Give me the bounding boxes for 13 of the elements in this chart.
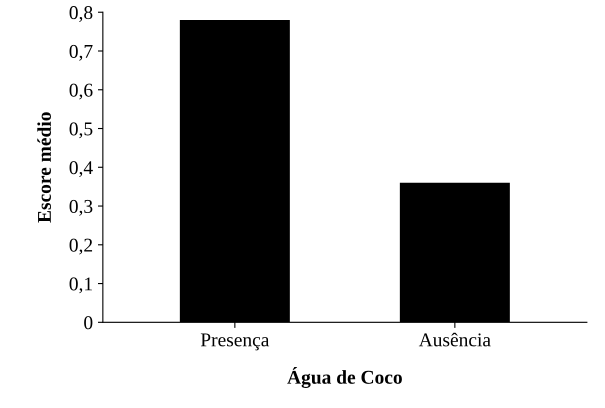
y-tick-label: 0,2 xyxy=(70,238,92,255)
x-tick-label: Ausência xyxy=(418,332,491,346)
y-tick-label: 0 xyxy=(84,316,92,330)
y-tick-label: 0,1 xyxy=(70,277,92,294)
x-tick-label: Presença xyxy=(200,333,270,350)
y-tick-label: 0,8 xyxy=(70,6,92,22)
x-axis-title: Água de Coco xyxy=(287,367,402,388)
y-axis-title: Escore médio xyxy=(37,112,51,223)
y-tick-label: 0,3 xyxy=(70,200,92,216)
y-tick-label: 0,7 xyxy=(70,44,93,61)
y-tick-label: 0,6 xyxy=(70,84,93,100)
y-tick-label: 0,5 xyxy=(70,122,92,138)
y-tick-label: 0,4 xyxy=(70,161,93,178)
